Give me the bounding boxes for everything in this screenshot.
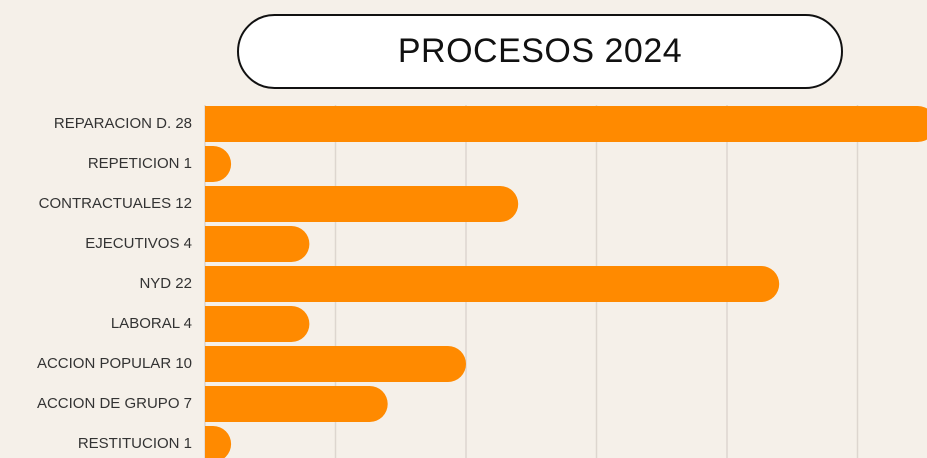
bars: [205, 106, 927, 458]
bar: [205, 426, 232, 458]
y-tick-label: REPARACION D. 28: [54, 115, 192, 132]
bar: [205, 146, 232, 182]
bar: [205, 226, 310, 262]
bar: [205, 106, 927, 142]
y-tick-label: ACCION POPULAR 10: [37, 355, 192, 372]
y-tick-label: REPETICION 1: [88, 155, 192, 172]
bar: [205, 186, 519, 222]
y-tick-label: RESTITUCION 1: [78, 435, 192, 452]
bar: [205, 346, 466, 382]
y-tick-label: EJECUTIVOS 4: [85, 235, 192, 252]
bar: [205, 386, 388, 422]
y-tick-label: CONTRACTUALES 12: [39, 195, 192, 212]
bar: [205, 266, 780, 302]
y-tick-label: LABORAL 4: [111, 315, 192, 332]
y-tick-label: NYD 22: [139, 275, 192, 292]
bar: [205, 306, 310, 342]
title-box: [237, 14, 843, 89]
chart-title: PROCESOS 2024: [398, 32, 682, 70]
y-tick-label: ACCION DE GRUPO 7: [37, 395, 192, 412]
